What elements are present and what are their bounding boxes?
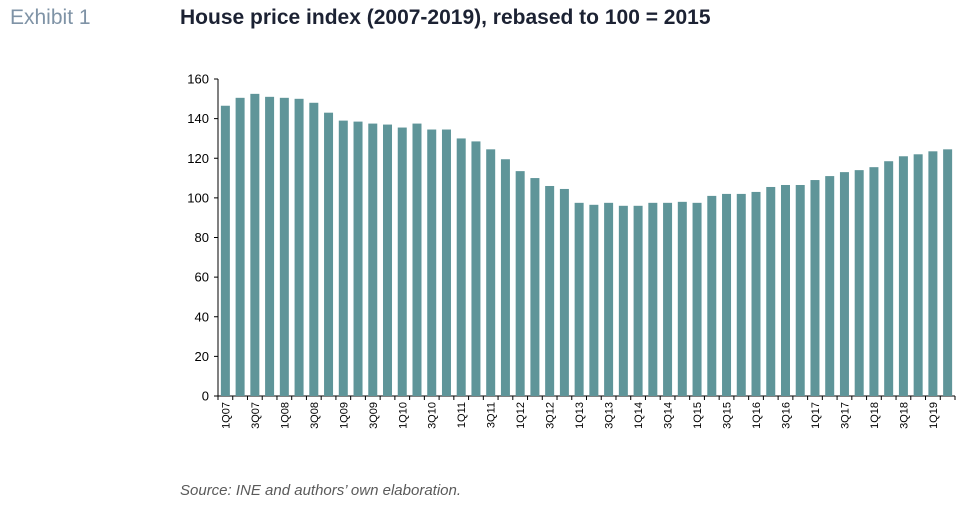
x-tick-label: 3Q11 xyxy=(486,402,498,428)
bar-4q08 xyxy=(324,112,334,397)
y-tick-label: 0 xyxy=(202,389,209,404)
bar-1q10 xyxy=(397,127,407,397)
x-tick-label: 3Q16 xyxy=(780,402,792,429)
x-tick-label: 3Q12 xyxy=(545,402,557,429)
x-tick-label: 1Q19 xyxy=(928,402,940,429)
y-tick-label: 100 xyxy=(187,190,209,205)
source-note: Source: INE and authors’ own elaboration… xyxy=(180,482,462,499)
bar-3q09 xyxy=(368,123,378,396)
bar-3q18 xyxy=(898,156,908,396)
y-tick-label: 20 xyxy=(195,349,209,364)
x-tick-label: 3Q07 xyxy=(250,402,262,429)
bar-2q12 xyxy=(530,178,540,396)
x-tick-label: 1Q15 xyxy=(692,402,704,429)
bar-3q17 xyxy=(839,172,849,396)
y-tick-label: 120 xyxy=(187,151,209,166)
bar-4q15 xyxy=(736,193,746,396)
bar-4q09 xyxy=(383,124,393,396)
x-tick-label: 3Q15 xyxy=(722,402,734,429)
x-tick-label: 3Q14 xyxy=(663,402,675,429)
y-tick-label: 80 xyxy=(195,230,209,245)
bar-4q11 xyxy=(500,159,510,396)
bar-3q10 xyxy=(427,129,437,396)
bar-4q07 xyxy=(265,96,275,397)
bar-2q07 xyxy=(235,97,245,397)
bar-2q16 xyxy=(766,186,776,396)
x-axis: 1Q07 3Q07 1Q08 3Q08 1Q09 3Q09 1Q10 3Q10 1Q11 3Q11… xyxy=(217,395,956,429)
bar-2q11 xyxy=(471,141,481,396)
bar-2q09 xyxy=(353,121,363,397)
bar-1q08 xyxy=(279,97,289,397)
x-tick-label: 1Q18 xyxy=(869,402,881,429)
bar-1q14 xyxy=(633,205,643,396)
bar-4q17 xyxy=(854,170,864,396)
x-tick-label: 3Q09 xyxy=(368,402,380,429)
y-tick-label: 60 xyxy=(195,270,209,285)
bar-1q07 xyxy=(220,105,230,396)
bar-1q15 xyxy=(692,202,702,396)
bar-2q18 xyxy=(884,161,894,396)
x-tick-label: 1Q10 xyxy=(397,402,409,429)
x-tick-label: 1Q17 xyxy=(810,402,822,429)
chart-title: House price index (2007-2019), rebased t… xyxy=(180,6,711,29)
bar-4q18 xyxy=(913,154,923,396)
bar-2q19 xyxy=(943,149,953,396)
bar-3q15 xyxy=(722,193,732,396)
bar-3q07 xyxy=(250,93,260,396)
bar-1q17 xyxy=(810,180,820,396)
bar-2q14 xyxy=(648,202,658,396)
x-tick-label: 1Q11 xyxy=(456,402,468,428)
bar-3q13 xyxy=(604,202,614,396)
x-tick-label: 1Q09 xyxy=(338,402,350,429)
y-tick-label: 160 xyxy=(187,72,209,87)
bar-2q15 xyxy=(707,195,717,396)
bar-3q11 xyxy=(486,149,496,396)
x-tick-label: 3Q08 xyxy=(309,402,321,429)
bar-1q11 xyxy=(456,138,466,396)
bar-1q19 xyxy=(928,151,938,396)
x-tick-label: 3Q18 xyxy=(898,402,910,429)
bar-1q16 xyxy=(751,191,761,396)
bar-3q12 xyxy=(545,185,555,396)
bar-2q13 xyxy=(589,204,599,396)
bar-2q08 xyxy=(294,98,304,396)
bar-4q14 xyxy=(677,201,687,396)
exhibit-label: Exhibit 1 xyxy=(10,6,91,29)
x-tick-label: 1Q13 xyxy=(574,402,586,429)
bar-2q10 xyxy=(412,123,422,396)
bar-4q16 xyxy=(795,184,805,396)
bar-1q12 xyxy=(515,171,525,396)
x-tick-label: 3Q13 xyxy=(604,402,616,429)
bars xyxy=(220,93,953,397)
bar-3q16 xyxy=(780,184,790,396)
bar-2q17 xyxy=(825,176,835,396)
y-tick-label: 140 xyxy=(187,111,209,126)
x-tick-label: 1Q12 xyxy=(515,402,527,429)
x-tick-label: 3Q17 xyxy=(839,402,851,429)
y-tick-label: 40 xyxy=(195,309,209,324)
bar-4q10 xyxy=(441,129,451,396)
x-tick-label: 3Q10 xyxy=(427,402,439,429)
bar-1q13 xyxy=(574,202,584,396)
x-tick-label: 1Q08 xyxy=(279,402,291,429)
y-axis: 0 20 40 60 80 100 120 140 160 xyxy=(187,72,219,404)
x-tick-label: 1Q07 xyxy=(220,402,232,429)
x-tick-label: 1Q14 xyxy=(633,402,645,429)
x-tick-label: 1Q16 xyxy=(751,402,763,429)
bar-1q09 xyxy=(338,120,348,396)
bar-3q14 xyxy=(663,202,673,396)
bar-4q12 xyxy=(559,188,569,396)
bar-3q08 xyxy=(309,102,319,397)
bar-4q13 xyxy=(618,205,628,396)
bar-1q18 xyxy=(869,167,879,396)
